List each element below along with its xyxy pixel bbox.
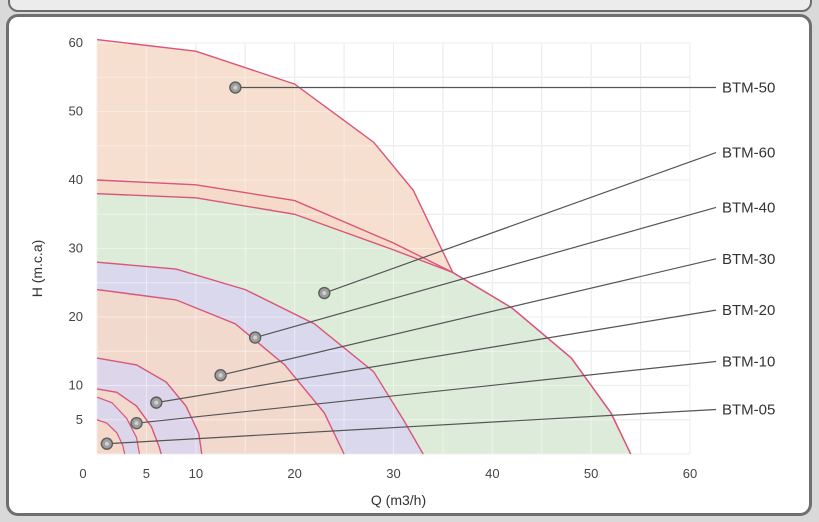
btm-50-label: BTM-50 (722, 80, 775, 97)
x-tick-label: 10 (189, 466, 203, 481)
inner-curve-0 (96, 396, 141, 455)
btm-40-leader-line (254, 206, 717, 339)
y-tick-label: 50 (69, 104, 83, 119)
btm-50-curve (96, 38, 454, 273)
btm-60-marker-center (322, 291, 327, 296)
btm-10-label: BTM-10 (722, 354, 775, 371)
btm-20-leader-line (156, 309, 717, 404)
y-tick-label: 5 (76, 412, 83, 427)
x-tick-label: 0 (79, 466, 86, 481)
btm-20-label: BTM-20 (722, 302, 775, 319)
btm-40-curve (96, 193, 632, 455)
btm-30-label: BTM-30 (722, 251, 775, 268)
y-tick-label: 20 (69, 309, 83, 324)
btm-05-curve (96, 388, 162, 455)
x-tick-label: 5 (143, 466, 150, 481)
y-axis-title: H (m.c.a) (29, 240, 45, 298)
y-tick-label: 60 (69, 35, 83, 50)
y-tick-label: 30 (69, 241, 83, 256)
x-tick-label: 20 (287, 466, 301, 481)
y-tick-label: 40 (69, 172, 83, 187)
btm-10-marker-center (134, 421, 139, 426)
y-tick-label: 10 (69, 378, 83, 393)
btm-05-leader-line (106, 408, 717, 445)
btm-30-leader-line (220, 258, 717, 376)
btm-40-marker-center (253, 335, 258, 340)
x-tick-label: 50 (584, 466, 598, 481)
btm-40-label: BTM-40 (722, 199, 775, 216)
x-axis-title: Q (m3/h) (371, 492, 426, 508)
btm-10-curve (96, 357, 203, 455)
x-tick-label: 60 (683, 466, 697, 481)
btm-60-label: BTM-60 (722, 145, 775, 162)
btm-05-marker-center (104, 441, 109, 446)
btm-50-marker-center (233, 85, 238, 90)
x-tick-label: 30 (386, 466, 400, 481)
inner-curve-1 (96, 419, 126, 455)
btm-30-marker-center (218, 373, 223, 378)
x-tick-label: 40 (485, 466, 499, 481)
btm-20-curve (96, 288, 345, 455)
top-frame (8, 0, 812, 12)
btm-30-curve (96, 261, 424, 455)
btm-05-label: BTM-05 (722, 401, 775, 418)
btm-20-marker-center (154, 400, 159, 405)
btm-60-leader-line (324, 152, 717, 294)
btm-10-leader-line (136, 360, 717, 424)
